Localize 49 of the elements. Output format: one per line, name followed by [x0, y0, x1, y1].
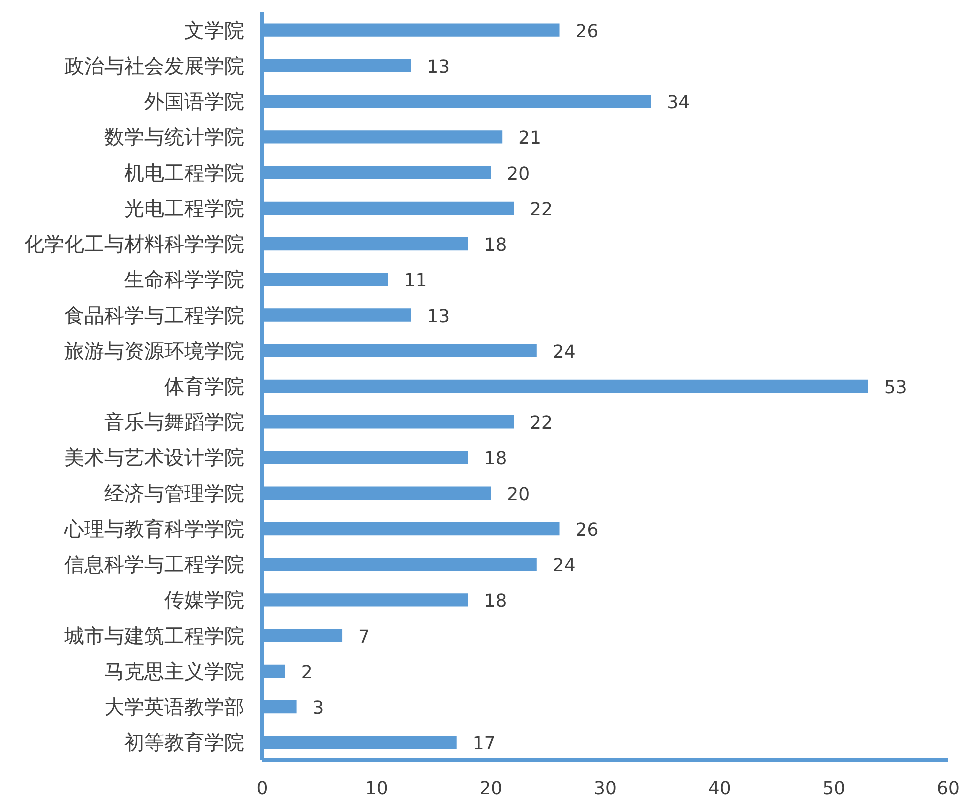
- y-tick-label: 心理与教育科学学院: [64, 516, 244, 541]
- data-label: 24: [552, 556, 576, 577]
- y-tick-label: 光电工程学院: [124, 196, 244, 220]
- x-tick-label: 20: [480, 778, 503, 800]
- data-label: 20: [507, 484, 530, 506]
- data-label: 21: [518, 128, 542, 150]
- data-label: 26: [576, 21, 599, 42]
- y-tick-label: 外国语学院: [144, 90, 244, 114]
- data-label: 17: [472, 734, 496, 755]
- x-tick-label: 50: [822, 778, 846, 800]
- data-label: 53: [884, 378, 908, 398]
- data-label: 11: [404, 270, 428, 292]
- y-tick-label: 大学英语教学部: [104, 695, 244, 720]
- y-tick-label: 数学与统计学院: [104, 125, 244, 150]
- y-tick-label: 体育学院: [164, 374, 244, 398]
- data-label: 20: [507, 164, 530, 185]
- y-tick-label: 美术与艺术设计学院: [64, 446, 244, 470]
- data-label: 22: [530, 199, 553, 220]
- data-label: 18: [484, 235, 508, 256]
- data-label: 22: [530, 413, 553, 434]
- y-tick-label: 音乐与舞蹈学院: [104, 410, 244, 434]
- data-label: 18: [484, 591, 508, 612]
- y-tick-label: 旅游与资源环境学院: [64, 338, 244, 363]
- x-tick-label: 40: [708, 778, 732, 800]
- y-tick-label: 传媒学院: [164, 588, 244, 612]
- x-tick-label: 0: [256, 778, 268, 800]
- data-label: 34: [667, 92, 690, 114]
- y-tick-label: 机电工程学院: [124, 160, 244, 185]
- y-tick-label: 城市与建筑工程学院: [64, 624, 244, 648]
- y-tick-label: 信息科学与工程学院: [64, 552, 244, 577]
- data-label: 13: [427, 56, 450, 78]
- y-tick-label: 食品科学与工程学院: [64, 303, 244, 328]
- y-tick-label: 文学院: [184, 18, 244, 42]
- y-tick-label: 生命科学学院: [124, 268, 244, 292]
- y-tick-label: 马克思主义学院: [104, 659, 244, 684]
- y-tick-label: 政治与社会发展学院: [64, 54, 244, 78]
- data-label: 26: [576, 520, 599, 541]
- data-label: 7: [358, 626, 370, 648]
- data-label: 3: [312, 698, 324, 720]
- data-label: 18: [484, 448, 508, 470]
- y-tick-label: 初等教育学院: [124, 730, 244, 755]
- x-tick-label: 30: [594, 778, 617, 800]
- data-label: 24: [552, 342, 576, 363]
- y-tick-label: 经济与管理学院: [104, 481, 244, 506]
- y-tick-label: 化学化工与材料科学学院: [24, 232, 244, 256]
- data-label: 2: [301, 662, 313, 684]
- data-label: 13: [427, 306, 450, 328]
- x-tick-label: 10: [365, 778, 388, 800]
- x-tick-label: 60: [937, 778, 960, 800]
